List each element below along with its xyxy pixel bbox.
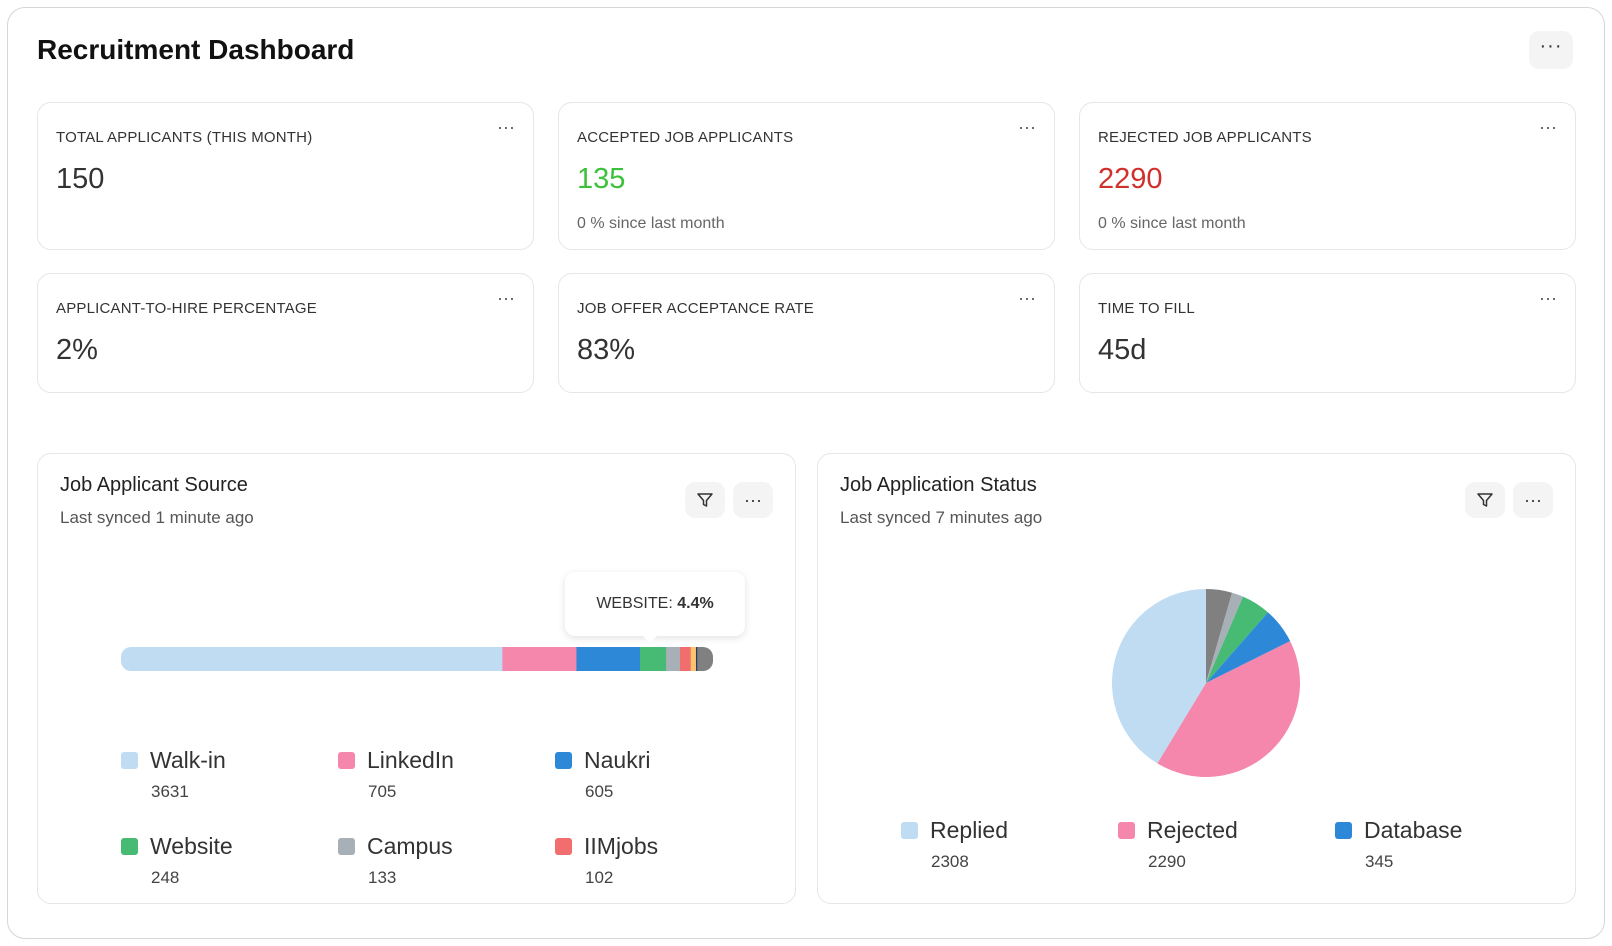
tooltip-value: 4.4% — [677, 595, 714, 612]
filter-button[interactable] — [685, 482, 725, 518]
bar-segment[interactable] — [690, 647, 697, 671]
bar-segment-website[interactable] — [639, 647, 667, 671]
kpi-value: 150 — [56, 163, 105, 195]
kpi-label: APPLICANT-TO-HIRE PERCENTAGE — [56, 300, 317, 317]
legend-item[interactable]: Rejected 2290 — [1118, 817, 1238, 872]
kpi-value: 45d — [1098, 334, 1147, 366]
filter-icon — [1477, 493, 1493, 507]
kpi-card: APPLICANT-TO-HIRE PERCENTAGE ··· 2% — [37, 273, 534, 393]
bar-segment-naukri[interactable] — [576, 647, 641, 671]
job-application-status-panel: Job Application Status Last synced 7 min… — [817, 453, 1576, 904]
kpi-more-button[interactable]: ··· — [497, 288, 515, 308]
kpi-card: TIME TO FILL ··· 45d — [1079, 273, 1576, 393]
kpi-more-button[interactable]: ··· — [1539, 288, 1557, 308]
bar-segment-walk-in[interactable] — [121, 647, 503, 671]
panel-more-button[interactable]: ··· — [1513, 482, 1553, 518]
kpi-label: REJECTED JOB APPLICANTS — [1098, 129, 1312, 146]
legend-label: Database — [1364, 817, 1463, 843]
kpi-card: REJECTED JOB APPLICANTS ··· 2290 0 % sin… — [1079, 102, 1576, 250]
kpi-card: TOTAL APPLICANTS (THIS MONTH) ··· 150 — [37, 102, 534, 250]
kpi-label: TIME TO FILL — [1098, 300, 1195, 317]
legend-value: 133 — [368, 868, 397, 887]
kpi-more-button[interactable]: ··· — [1018, 288, 1036, 308]
page-title: Recruitment Dashboard — [37, 34, 355, 65]
legend-label: LinkedIn — [367, 747, 454, 773]
kpi-value: 2% — [56, 334, 98, 366]
pie-slice-replied[interactable] — [1112, 589, 1206, 764]
legend-swatch — [121, 838, 138, 855]
pie-chart — [1112, 589, 1300, 777]
kpi-change: 0 % since last month — [1098, 215, 1246, 232]
panel-title: Job Application Status — [840, 474, 1037, 496]
legend-swatch — [1335, 822, 1352, 839]
pie-slice[interactable] — [1206, 596, 1269, 683]
bar-segment-campus[interactable] — [666, 647, 681, 671]
legend-label: Website — [150, 833, 233, 859]
legend-item[interactable]: Website 248 — [121, 833, 233, 888]
legend-value: 345 — [1365, 852, 1394, 871]
legend-item[interactable]: Replied 2308 — [901, 817, 1008, 872]
legend-item[interactable]: IIMjobs 102 — [555, 833, 658, 888]
job-applicant-source-panel: Job Applicant Source Last synced 1 minut… — [37, 453, 796, 904]
legend-swatch — [901, 822, 918, 839]
sync-status: Last synced 1 minute ago — [60, 508, 254, 527]
kpi-change: 0 % since last month — [577, 215, 725, 232]
bar-segment[interactable] — [695, 647, 698, 671]
kpi-label: ACCEPTED JOB APPLICANTS — [577, 129, 794, 146]
bar-segment[interactable] — [697, 647, 713, 671]
legend-swatch — [338, 838, 355, 855]
dashboard-more-button[interactable]: ··· — [1529, 31, 1573, 69]
legend-value: 102 — [585, 868, 614, 887]
kpi-card: ACCEPTED JOB APPLICANTS ··· 135 0 % sinc… — [558, 102, 1055, 250]
legend-value: 3631 — [151, 782, 189, 801]
legend-item[interactable]: LinkedIn 705 — [338, 747, 454, 802]
kpi-label: TOTAL APPLICANTS (THIS MONTH) — [56, 129, 313, 146]
legend-swatch — [1118, 822, 1135, 839]
bar-segment-iimjobs[interactable] — [680, 647, 692, 671]
legend-swatch — [555, 752, 572, 769]
dashboard-frame — [7, 7, 1605, 939]
pie-slice-rejected[interactable] — [1157, 641, 1300, 777]
panel-more-button[interactable]: ··· — [733, 482, 773, 518]
legend-item[interactable]: Campus 133 — [338, 833, 453, 888]
legend-item[interactable]: Database 345 — [1335, 817, 1462, 872]
bar-segment-linkedin[interactable] — [502, 647, 577, 671]
kpi-value: 83% — [577, 334, 636, 366]
legend-value: 605 — [585, 782, 614, 801]
chart-tooltip: WEBSITE: 4.4% — [565, 572, 745, 643]
filter-icon — [697, 493, 713, 507]
pie-slice[interactable] — [1206, 592, 1244, 683]
tooltip-label: WEBSITE: — [596, 595, 673, 612]
pie-slice-database[interactable] — [1206, 612, 1291, 683]
legend-value: 705 — [368, 782, 397, 801]
kpi-more-button[interactable]: ··· — [1018, 117, 1036, 137]
legend-label: Walk-in — [150, 747, 226, 773]
kpi-label: JOB OFFER ACCEPTANCE RATE — [577, 300, 814, 317]
legend-item[interactable]: Naukri 605 — [555, 747, 650, 802]
legend-value: 2290 — [1148, 852, 1186, 871]
legend-label: IIMjobs — [584, 833, 659, 859]
legend-label: Rejected — [1147, 817, 1238, 843]
legend-swatch — [555, 838, 572, 855]
stacked-bar-chart — [121, 647, 713, 671]
filter-button[interactable] — [1465, 482, 1505, 518]
legend-value: 2308 — [931, 852, 969, 871]
kpi-value: 2290 — [1098, 163, 1163, 195]
legend-value: 248 — [151, 868, 180, 887]
legend-item[interactable]: Walk-in 3631 — [121, 747, 226, 802]
panel-title: Job Applicant Source — [60, 474, 248, 496]
legend-label: Replied — [930, 817, 1008, 843]
legend-label: Campus — [367, 833, 453, 859]
kpi-value: 135 — [577, 163, 626, 195]
kpi-more-button[interactable]: ··· — [497, 117, 515, 137]
pie-slice[interactable] — [1206, 589, 1233, 683]
sync-status: Last synced 7 minutes ago — [840, 508, 1043, 527]
kpi-card: JOB OFFER ACCEPTANCE RATE ··· 83% — [558, 273, 1055, 393]
legend-swatch — [121, 752, 138, 769]
legend-label: Naukri — [584, 747, 651, 773]
legend-swatch — [338, 752, 355, 769]
kpi-more-button[interactable]: ··· — [1539, 117, 1557, 137]
